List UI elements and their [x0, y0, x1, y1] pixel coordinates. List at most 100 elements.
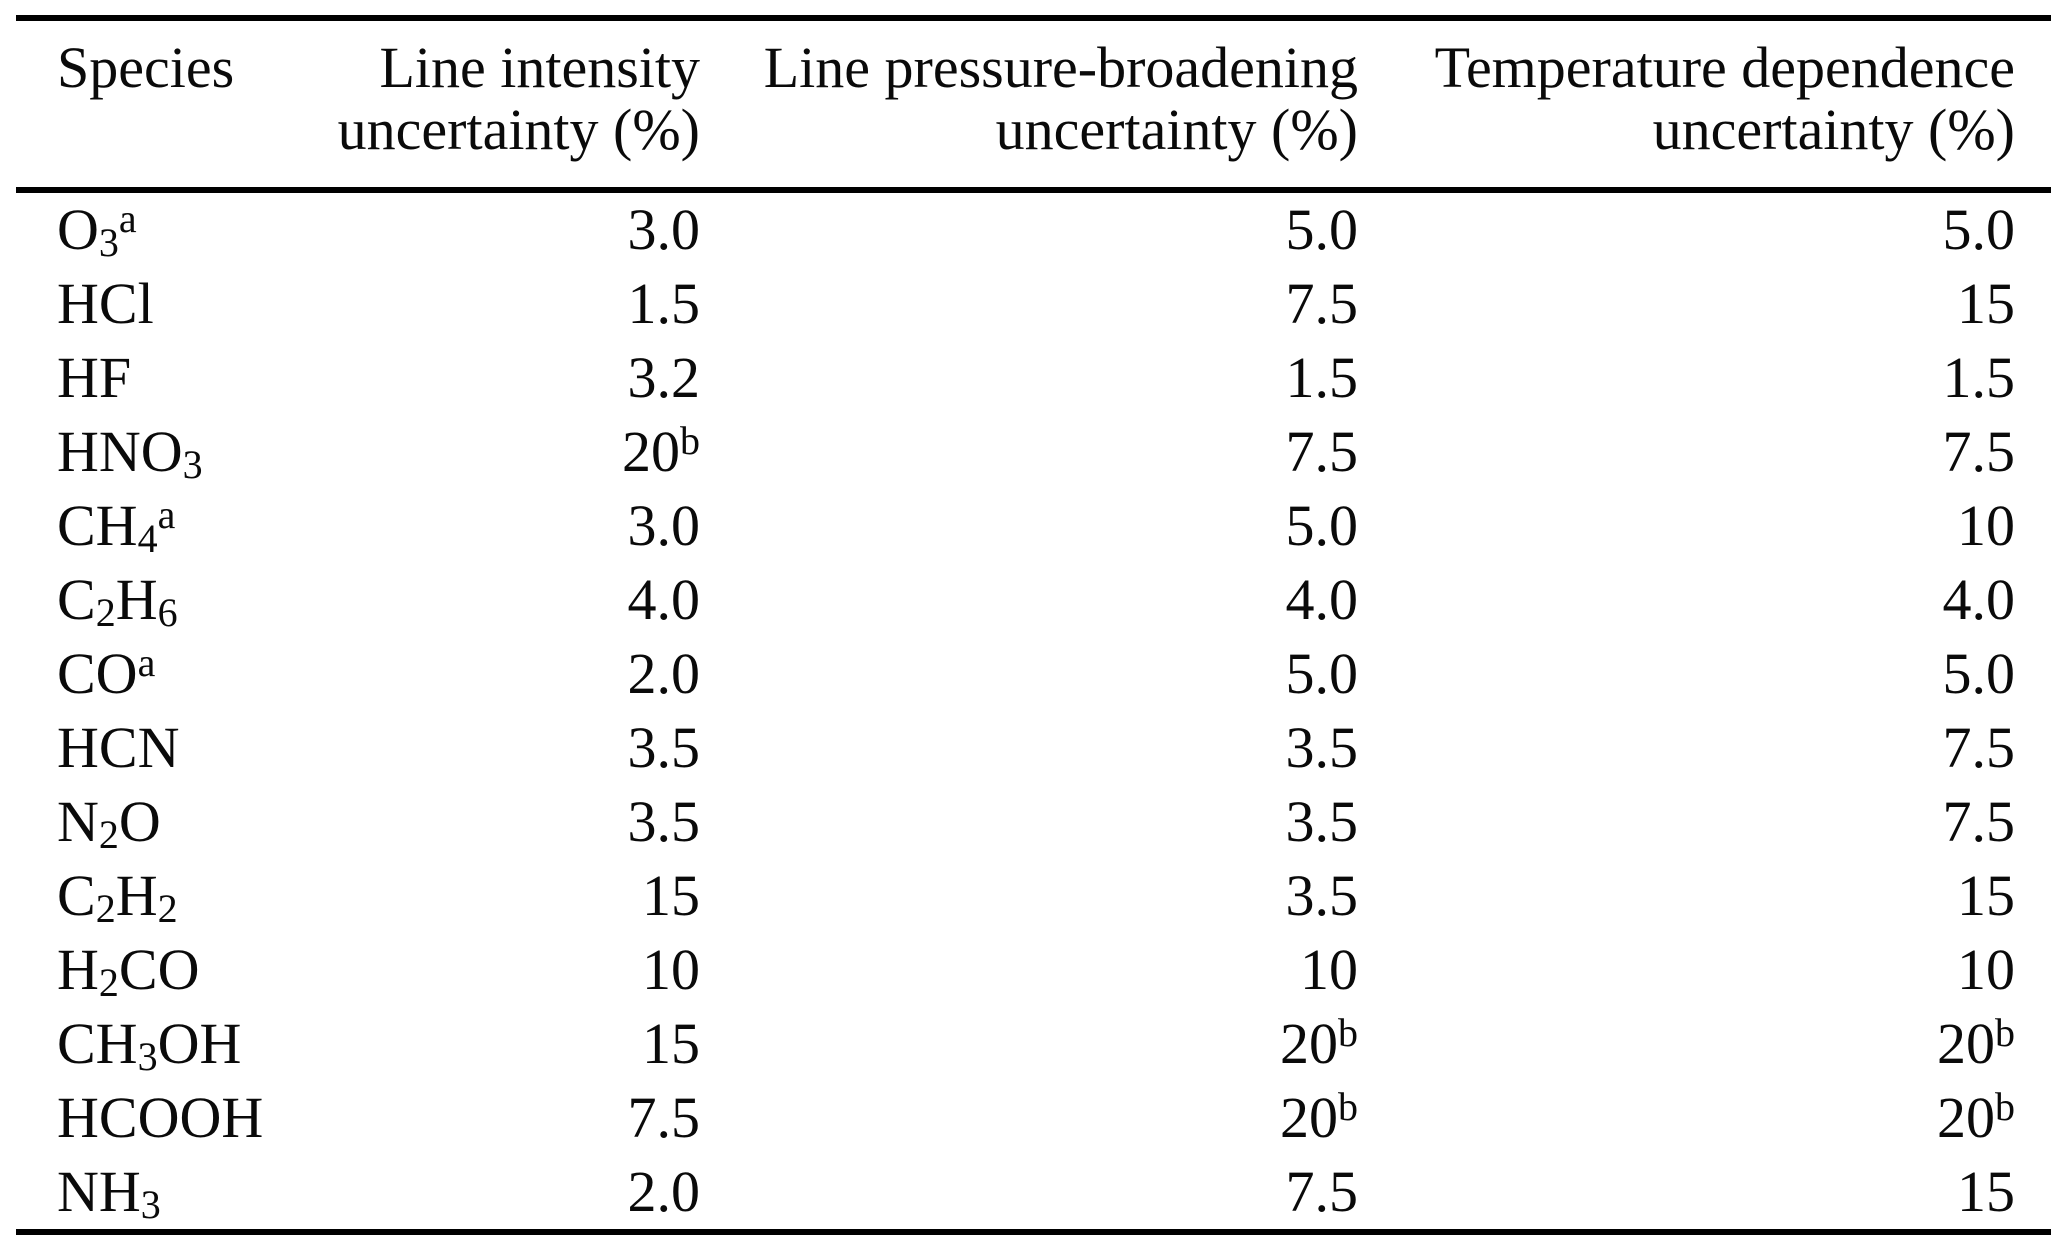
- pressure-broadening-value-cell: 1.5: [1285, 345, 1359, 410]
- pressure-broadening-value-cell: 20b: [1280, 1010, 1358, 1076]
- table-row: HCN 3.5 3.5 7.5: [16, 711, 2051, 785]
- temp-dependence-value-cell: 20b: [1937, 1010, 2015, 1076]
- formula-text: CO: [118, 937, 200, 1002]
- species-cell: O3a: [16, 190, 306, 267]
- col-header-species: Species: [16, 18, 306, 190]
- species-cell: HCOOH: [16, 1081, 306, 1155]
- header-line1: Species: [57, 35, 235, 100]
- footnote-marker: a: [137, 640, 156, 686]
- formula-subscript: 4: [137, 516, 158, 562]
- formula-text: N: [57, 789, 99, 854]
- formula-subscript: 6: [157, 590, 178, 636]
- species-cell: NH3: [16, 1155, 306, 1232]
- formula-text: H: [57, 937, 99, 1002]
- table-row: COa 2.0 5.0 5.0: [16, 637, 2051, 711]
- line-intensity-value-cell: 10: [642, 937, 700, 1002]
- species-cell: C2H6: [16, 563, 306, 637]
- table-row: CH4a 3.0 5.0 10: [16, 489, 2051, 563]
- formula-subscript: 2: [98, 960, 119, 1006]
- footnote-marker: b: [1995, 1084, 2015, 1130]
- formula-text: HCN: [57, 715, 180, 780]
- temp-dependence-value-cell: 4.0: [1942, 567, 2016, 632]
- line-intensity-value-cell: 3.5: [627, 715, 701, 780]
- header-line2: uncertainty (%): [1652, 97, 2015, 162]
- species-cell: HF: [16, 341, 306, 415]
- pressure-broadening-value-cell: 7.5: [1285, 271, 1359, 336]
- table-body: O3a 3.0 5.0 5.0 HCl 1.5 7.5 15 HF 3.2 1.5 1.5 HNO3 20…: [16, 190, 2051, 1232]
- line-intensity-value-cell: 4.0: [627, 567, 701, 632]
- line-intensity-value-cell: 2.0: [627, 1159, 701, 1224]
- formula-subscript: 3: [98, 220, 119, 266]
- formula-text: O: [57, 197, 99, 262]
- table-row: O3a 3.0 5.0 5.0: [16, 190, 2051, 267]
- line-intensity-value-cell: 3.0: [627, 197, 701, 262]
- header-line1: Line pressure-broadening: [763, 35, 1358, 100]
- species-cell: C2H2: [16, 859, 306, 933]
- species-cell: N2O: [16, 785, 306, 859]
- table-row: HF 3.2 1.5 1.5: [16, 341, 2051, 415]
- formula-text: C: [57, 567, 96, 632]
- species-cell: HCl: [16, 267, 306, 341]
- species-cell: COa: [16, 637, 306, 711]
- temp-dependence-value-cell: 1.5: [1942, 345, 2016, 410]
- formula-text: C: [57, 863, 96, 928]
- formula-text: HCl: [57, 271, 154, 336]
- formula-subscript: 3: [140, 1182, 161, 1228]
- table-row: N2O 3.5 3.5 7.5: [16, 785, 2051, 859]
- line-intensity-value-cell: 3.5: [627, 789, 701, 854]
- line-intensity-value-cell: 20b: [622, 418, 700, 484]
- species-cell: HCN: [16, 711, 306, 785]
- table-row: HNO3 20b 7.5 7.5: [16, 415, 2051, 489]
- formula-text: H: [115, 863, 158, 928]
- formula-text: CO: [57, 641, 138, 706]
- formula-subscript: 2: [95, 886, 116, 932]
- temp-dependence-value-cell: 15: [1957, 1159, 2015, 1224]
- line-intensity-value-cell: 3.0: [627, 493, 701, 558]
- formula-text: NH: [57, 1159, 141, 1224]
- formula-subscript: 3: [137, 1034, 158, 1080]
- pressure-broadening-value-cell: 7.5: [1285, 419, 1359, 484]
- pressure-broadening-value-cell: 3.5: [1285, 863, 1359, 928]
- temp-dependence-value-cell: 7.5: [1942, 789, 2016, 854]
- footnote-marker: b: [680, 418, 700, 464]
- header-line1: Line intensity: [379, 35, 700, 100]
- formula-subscript: 2: [157, 886, 178, 932]
- table-header: Species Line intensity uncertainty (%) L…: [16, 18, 2051, 190]
- temp-dependence-value-cell: 7.5: [1942, 715, 2016, 780]
- header-row: Species Line intensity uncertainty (%) L…: [16, 18, 2051, 190]
- species-cell: H2CO: [16, 933, 306, 1007]
- temp-dependence-value-cell: 7.5: [1942, 419, 2016, 484]
- temp-dependence-value-cell: 10: [1957, 937, 2015, 1002]
- pressure-broadening-value-cell: 10: [1300, 937, 1358, 1002]
- table-row: H2CO 10 10 10: [16, 933, 2051, 1007]
- temp-dependence-value-cell: 5.0: [1942, 197, 2016, 262]
- formula-subscript: 2: [98, 812, 119, 858]
- formula-text: HNO: [57, 419, 183, 484]
- formula-text: HF: [57, 345, 132, 410]
- formula-text: OH: [157, 1011, 242, 1076]
- formula-text: O: [118, 789, 161, 854]
- table-row: NH3 2.0 7.5 15: [16, 1155, 2051, 1232]
- col-header-temp-dependence: Temperature dependence uncertainty (%): [1358, 18, 2051, 190]
- formula-subscript: 3: [182, 442, 203, 488]
- uncertainty-table: Species Line intensity uncertainty (%) L…: [16, 15, 2051, 1235]
- pressure-broadening-value-cell: 7.5: [1285, 1159, 1359, 1224]
- line-intensity-value-cell: 15: [642, 1011, 700, 1076]
- species-cell: HNO3: [16, 415, 306, 489]
- temp-dependence-value-cell: 15: [1957, 863, 2015, 928]
- line-intensity-value-cell: 3.2: [627, 345, 701, 410]
- pressure-broadening-value-cell: 20b: [1280, 1084, 1358, 1150]
- footnote-marker: b: [1995, 1010, 2015, 1056]
- formula-subscript: 2: [95, 590, 116, 636]
- pressure-broadening-value-cell: 5.0: [1285, 197, 1359, 262]
- footnote-marker: b: [1338, 1084, 1358, 1130]
- temp-dependence-value-cell: 5.0: [1942, 641, 2016, 706]
- species-cell: CH3OH: [16, 1007, 306, 1081]
- col-header-pressure-broadening: Line pressure-broadening uncertainty (%): [700, 18, 1358, 190]
- table-row: C2H6 4.0 4.0 4.0: [16, 563, 2051, 637]
- pressure-broadening-value-cell: 5.0: [1285, 493, 1359, 558]
- pressure-broadening-value-cell: 3.5: [1285, 715, 1359, 780]
- line-intensity-value-cell: 7.5: [627, 1085, 701, 1150]
- temp-dependence-value-cell: 10: [1957, 493, 2015, 558]
